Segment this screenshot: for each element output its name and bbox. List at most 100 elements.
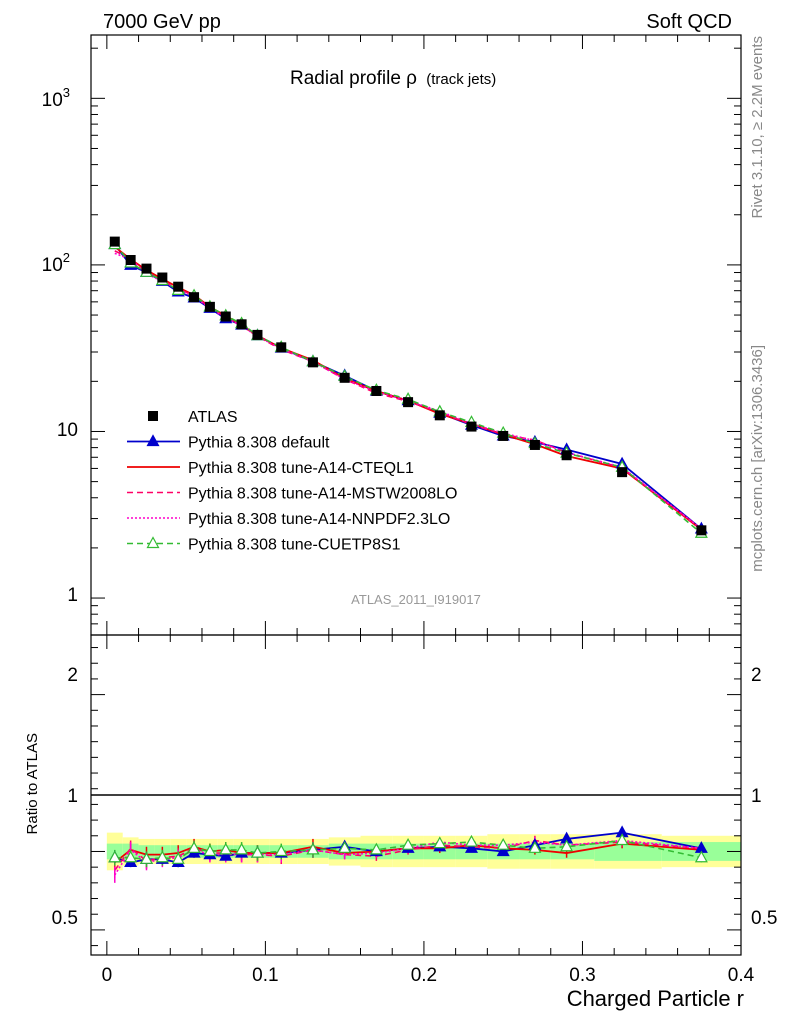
y-tick-label-100-base: 10 <box>42 255 63 276</box>
atlas-data-point <box>204 301 215 312</box>
ratio-marker-pythia-8-308-default <box>496 844 510 857</box>
legend-label-pythia-8-308-default: Pythia 8.308 default <box>188 435 330 452</box>
ratio-tick-label-right-05: 0.5 <box>751 908 777 929</box>
ratio-tick-label-right-1: 1 <box>751 786 762 807</box>
ratio-marker-pythia-8-308-tune-cuetp8s1 <box>219 842 233 855</box>
header-process-label: Soft QCD <box>646 11 732 33</box>
ratio-stat-uncertainty <box>594 842 662 861</box>
atlas-data-point <box>339 372 350 383</box>
ratio-marker-pythia-8-308-tune-cuetp8s1 <box>496 837 510 850</box>
x-axis-label: Charged Particle r <box>567 986 744 1011</box>
legend-label-pythia-8-308-tune-a14-cteql1: Pythia 8.308 tune-A14-CTEQL1 <box>188 460 414 477</box>
legend-marker-pythia-8-308-tune-cuetp8s1 <box>146 536 160 549</box>
ratio-marker-pythia-8-308-tune-cuetp8s1 <box>401 837 415 850</box>
analysis-id-label: ATLAS_2011_I919017 <box>351 592 481 607</box>
main-line-pythia-8-308-tune-a14-nnpdf2-3lo <box>114 252 702 530</box>
ratio-marker-pythia-8-308-default <box>464 841 479 853</box>
atlas-data-point <box>434 410 445 421</box>
ratio-tick-label-left-2: 2 <box>67 665 78 686</box>
atlas-data-point <box>529 439 540 450</box>
ratio-marker-pythia-8-308-tune-cuetp8s1 <box>250 845 264 858</box>
atlas-data-point <box>109 236 120 247</box>
ratio-axis-ticks <box>91 635 742 955</box>
ratio-marker-pythia-8-308-tune-cuetp8s1 <box>615 833 629 846</box>
main-panel <box>90 34 742 636</box>
atlas-data-point <box>276 342 287 353</box>
header-energy-label: 7000 GeV pp <box>103 11 221 33</box>
atlas-data-point <box>617 467 628 478</box>
atlas-data-markers <box>109 236 707 536</box>
atlas-data-point <box>236 319 247 330</box>
ratio-panel-frame <box>90 634 742 956</box>
legend: ATLAS Pythia 8.308 default Pythia 8.308 tu… <box>127 409 457 554</box>
x-tick-label: 0 <box>102 965 113 986</box>
chart-title-sub: (track jets) <box>426 71 496 88</box>
ratio-line-pythia-8-308-tune-a14-mstw2008lo <box>114 839 702 871</box>
y-tick-label-1000-exp: 3 <box>63 85 70 100</box>
y-tick-label-1000: 103 <box>42 85 70 111</box>
atlas-data-point <box>157 272 168 283</box>
ratio-marker-pythia-8-308-tune-cuetp8s1 <box>108 850 122 863</box>
atlas-data-point <box>403 397 414 408</box>
x-tick-label: 0.1 <box>252 965 278 986</box>
y-tick-label-1: 1 <box>67 585 78 606</box>
mcplots-label: mcplots.cern.ch [arXiv:1306.3436] <box>749 345 766 572</box>
legend-marker-pythia-8-308-default <box>146 434 160 447</box>
ratio-panel <box>90 634 742 956</box>
ratio-tick-label-left-1: 1 <box>67 786 78 807</box>
ratio-line-pythia-8-308-tune-cuetp8s1 <box>114 839 702 861</box>
atlas-data-point <box>696 525 707 536</box>
ratio-marker-pythia-8-308-default <box>219 848 233 861</box>
chart-title-main: Radial profile ρ <box>290 68 417 89</box>
atlas-data-point <box>307 357 318 368</box>
y-tick-label-100: 102 <box>42 250 70 276</box>
ratio-marker-pythia-8-308-tune-cuetp8s1 <box>338 841 352 853</box>
ratio-marker-pythia-8-308-tune-cuetp8s1 <box>187 841 201 853</box>
atlas-data-point <box>466 421 477 432</box>
y-tick-label-10: 10 <box>57 420 78 441</box>
atlas-data-point <box>252 329 263 340</box>
ratio-tick-label-right-2: 2 <box>751 665 762 686</box>
ratio-marker-pythia-8-308-tune-cuetp8s1 <box>528 841 542 853</box>
ratio-marker-pythia-8-308-tune-cuetp8s1 <box>369 842 383 855</box>
ratio-marker-pythia-8-308-tune-cuetp8s1 <box>560 839 574 852</box>
atlas-data-point <box>125 255 136 266</box>
ratio-tick-label-left-05: 0.5 <box>52 908 78 929</box>
ratio-marker-pythia-8-308-tune-cuetp8s1 <box>171 852 185 864</box>
legend-label-pythia-8-308-tune-a14-nnpdf2-3lo: Pythia 8.308 tune-A14-NNPDF2.3LO <box>188 511 450 528</box>
main-series-lines <box>114 244 702 534</box>
y-tick-label-100-exp: 2 <box>63 250 70 265</box>
y-tick-label-1000-base: 10 <box>42 90 63 111</box>
ratio-marker-pythia-8-308-tune-cuetp8s1 <box>274 844 288 857</box>
legend-label-pythia-8-308-tune-cuetp8s1: Pythia 8.308 tune-CUETP8S1 <box>188 537 401 554</box>
ratio-marker-pythia-8-308-tune-cuetp8s1 <box>235 842 249 855</box>
atlas-data-point <box>498 430 509 441</box>
atlas-data-point <box>189 292 200 303</box>
ratio-marker-pythia-8-308-tune-cuetp8s1 <box>694 850 708 863</box>
rivet-version-label: Rivet 3.1.10, ≥ 2.2M events <box>749 36 766 219</box>
ratio-marker-pythia-8-308-tune-cuetp8s1 <box>155 850 169 863</box>
x-tick-labels: 0 0.1 0.2 0.3 0.4 <box>102 965 755 986</box>
ratio-marker-pythia-8-308-tune-cuetp8s1 <box>139 852 154 864</box>
legend-label-pythia-8-308-tune-a14-mstw2008lo: Pythia 8.308 tune-A14-MSTW2008LO <box>188 486 457 503</box>
main-axis-ticks <box>91 35 742 636</box>
legend-label-atlas: ATLAS <box>188 409 238 426</box>
atlas-data-point <box>561 450 572 461</box>
ratio-marker-pythia-8-308-tune-cuetp8s1 <box>433 836 447 849</box>
ratio-marker-pythia-8-308-tune-cuetp8s1 <box>464 834 479 847</box>
ratio-marker-pythia-8-308-tune-cuetp8s1 <box>306 842 320 855</box>
legend-marker-atlas <box>148 411 158 421</box>
main-line-pythia-8-308-tune-cuetp8s1 <box>114 244 702 534</box>
ratio-y-axis-label: Ratio to ATLAS <box>24 733 41 834</box>
chart-title: Radial profile ρ (track jets) <box>290 68 496 89</box>
atlas-data-point <box>371 385 382 396</box>
ratio-line-pythia-8-308-tune-a14-cteql1 <box>114 842 702 864</box>
x-tick-label: 0.2 <box>411 965 437 986</box>
atlas-data-point <box>220 311 231 322</box>
x-tick-label: 0.3 <box>569 965 595 986</box>
ratio-marker-pythia-8-308-tune-cuetp8s1 <box>203 844 217 857</box>
atlas-data-point <box>173 281 184 292</box>
x-tick-label: 0.4 <box>728 965 755 986</box>
ratio-series-markers <box>108 825 708 868</box>
